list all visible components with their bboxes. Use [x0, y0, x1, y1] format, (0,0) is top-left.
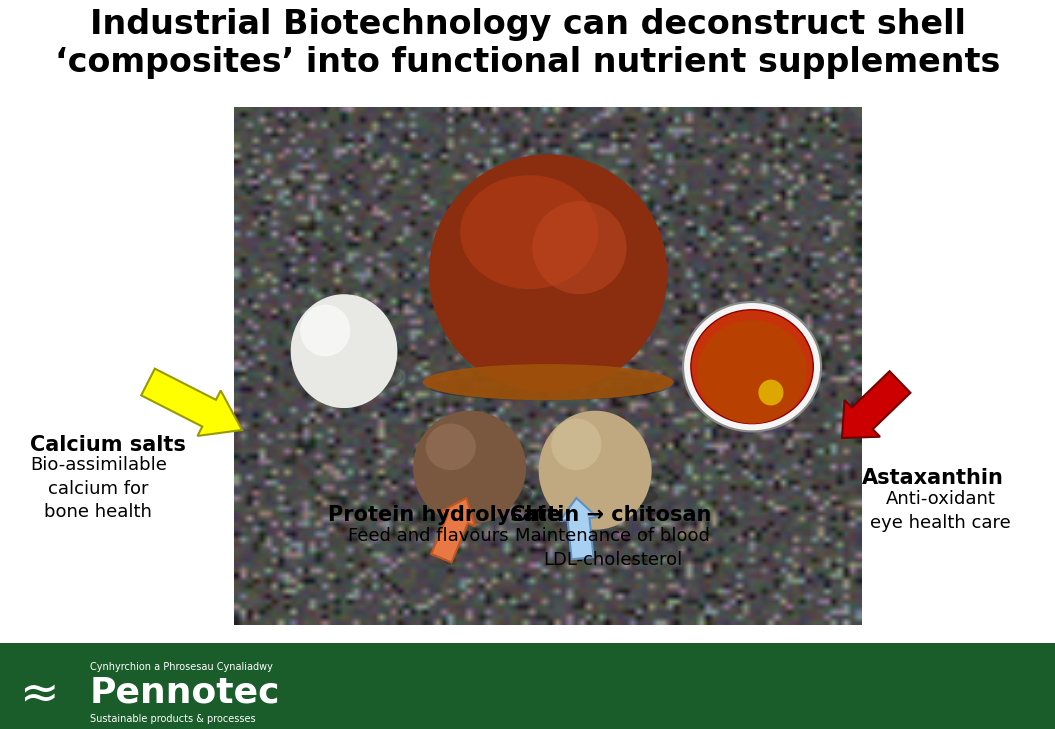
- Ellipse shape: [414, 410, 526, 525]
- Ellipse shape: [697, 320, 807, 424]
- Ellipse shape: [691, 310, 813, 424]
- Ellipse shape: [533, 201, 627, 295]
- Ellipse shape: [539, 410, 652, 530]
- Text: Industrial Biotechnology can deconstruct shell
‘composites’ into functional nutr: Industrial Biotechnology can deconstruct…: [55, 8, 1000, 79]
- Ellipse shape: [420, 480, 533, 507]
- Text: Chitin → chitosan: Chitin → chitosan: [511, 505, 712, 525]
- Ellipse shape: [460, 175, 598, 289]
- Text: Bio-assimilable
calcium for
bone health: Bio-assimilable calcium for bone health: [30, 456, 167, 521]
- Text: Astaxanthin: Astaxanthin: [862, 468, 1004, 488]
- Ellipse shape: [759, 380, 784, 405]
- Ellipse shape: [422, 364, 674, 400]
- FancyArrow shape: [431, 498, 475, 563]
- Ellipse shape: [291, 295, 398, 408]
- Text: Pennotec: Pennotec: [90, 676, 281, 709]
- Ellipse shape: [298, 362, 404, 392]
- Ellipse shape: [425, 424, 476, 470]
- Text: Sustainable products & processes: Sustainable products & processes: [90, 714, 255, 723]
- Ellipse shape: [300, 305, 350, 356]
- Ellipse shape: [428, 375, 668, 400]
- Text: ≈: ≈: [20, 673, 60, 718]
- FancyArrow shape: [842, 371, 910, 438]
- Text: Cynhyrchion a Phrosesau Cynaliadwy: Cynhyrchion a Phrosesau Cynaliadwy: [90, 662, 273, 672]
- Text: Calcium salts: Calcium salts: [30, 435, 186, 455]
- FancyArrow shape: [141, 369, 242, 436]
- FancyArrow shape: [560, 498, 597, 559]
- Ellipse shape: [545, 483, 658, 509]
- Ellipse shape: [683, 302, 821, 432]
- Text: Maintenance of blood
LDL-cholesterol: Maintenance of blood LDL-cholesterol: [516, 527, 710, 569]
- Bar: [0, 643, 1055, 729]
- Text: Feed and flavours: Feed and flavours: [348, 527, 509, 545]
- Ellipse shape: [428, 155, 668, 392]
- Ellipse shape: [551, 418, 601, 470]
- Text: Anti-oxidant
eye health care: Anti-oxidant eye health care: [870, 490, 1011, 531]
- Text: Protein hydrolysate: Protein hydrolysate: [328, 505, 561, 525]
